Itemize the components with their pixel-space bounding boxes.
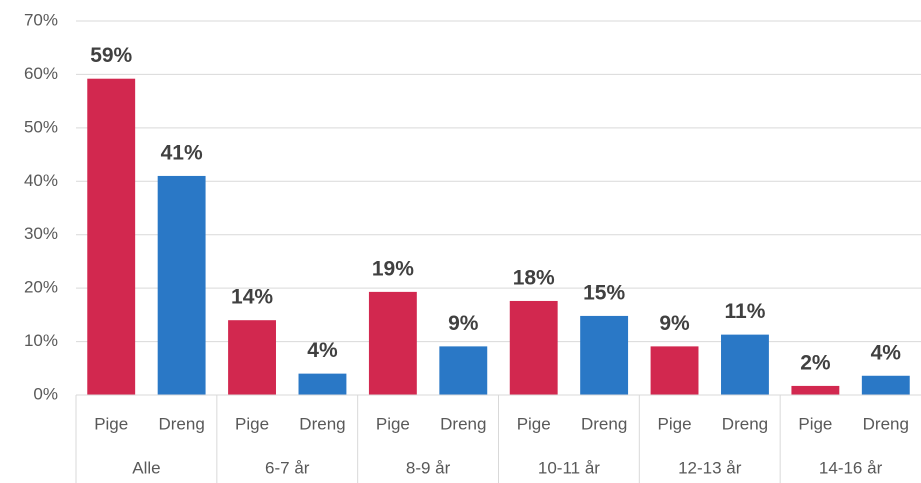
data-label: 11%: [725, 300, 766, 323]
bar: [861, 375, 910, 395]
y-tick-label: 10%: [24, 331, 58, 350]
x-tick-label: Pige: [376, 414, 410, 433]
bar: [368, 291, 417, 395]
y-tick-label: 30%: [24, 224, 58, 243]
y-tick-label: 0%: [33, 384, 58, 403]
bar: [791, 385, 840, 395]
y-tick-label: 50%: [24, 117, 58, 136]
y-tick-label: 60%: [24, 64, 58, 83]
x-tick-label: Dreng: [158, 414, 204, 433]
y-tick-label: 20%: [24, 278, 58, 297]
group-label: 14-16 år: [819, 458, 883, 477]
group-label: 12-13 år: [678, 458, 742, 477]
x-tick-label: Pige: [517, 414, 551, 433]
group-label: Alle: [132, 458, 160, 477]
data-label: 4%: [871, 341, 902, 364]
y-tick-label: 70%: [24, 10, 58, 29]
x-tick-label: Dreng: [863, 414, 909, 433]
data-label: 59%: [90, 44, 132, 67]
data-label: 15%: [583, 281, 625, 304]
group-label: 10-11 år: [538, 458, 600, 477]
x-tick-label: Dreng: [722, 414, 768, 433]
data-label: 9%: [448, 312, 479, 335]
bar: [157, 175, 206, 395]
x-tick-label: Dreng: [581, 414, 627, 433]
x-tick-label: Pige: [798, 414, 832, 433]
bar: [580, 315, 629, 395]
bar: [509, 300, 558, 395]
bar: [298, 373, 347, 395]
y-tick-label: 40%: [24, 171, 58, 190]
group-label: 6-7 år: [265, 458, 310, 477]
group-label: 8-9 år: [406, 458, 451, 477]
bar: [439, 346, 488, 395]
x-tick-label: Pige: [235, 414, 269, 433]
x-tick-label: Pige: [94, 414, 128, 433]
data-label: 41%: [161, 141, 203, 164]
data-label: 2%: [800, 351, 831, 374]
x-tick-label: Dreng: [299, 414, 345, 433]
bar: [87, 78, 136, 396]
data-label: 9%: [659, 312, 690, 335]
data-label: 19%: [372, 257, 414, 280]
bar: [650, 346, 699, 395]
bar: [228, 320, 276, 395]
data-label: 18%: [513, 267, 555, 290]
data-label: 14%: [231, 286, 273, 309]
bar: [721, 334, 769, 395]
x-tick-label: Pige: [658, 414, 692, 433]
x-tick-label: Dreng: [440, 414, 486, 433]
data-label: 4%: [307, 339, 338, 362]
